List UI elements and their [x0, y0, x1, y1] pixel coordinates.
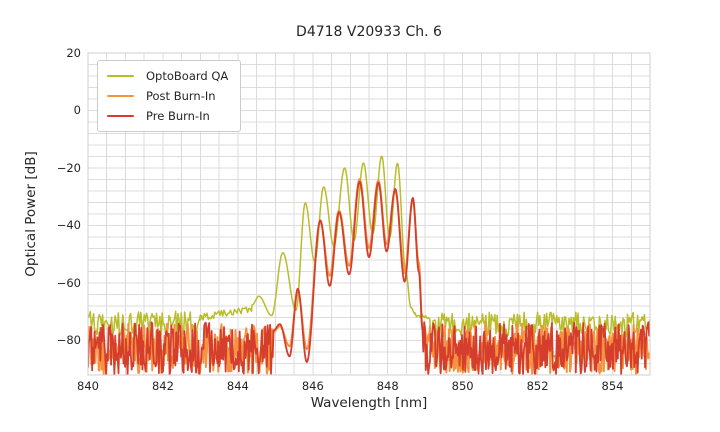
legend-label: Post Burn-In [146, 89, 216, 103]
x-tick-label: 850 [451, 379, 474, 393]
y-tick-label: 0 [73, 103, 81, 117]
x-tick-label: 842 [151, 379, 174, 393]
y-tick-label: −80 [56, 333, 81, 347]
legend-entry: Post Burn-In [107, 86, 228, 106]
series-line-pre-burn-in [88, 180, 650, 375]
y-tick-label: −40 [56, 218, 81, 232]
y-tick-label: −20 [56, 160, 81, 175]
y-tick-label: 20 [66, 45, 81, 60]
chart-title: D4718 V20933 Ch. 6 [296, 24, 442, 40]
y-tick-label: −60 [56, 275, 81, 290]
x-axis-label: Wavelength [nm] [310, 395, 428, 411]
legend-line-icon [107, 114, 134, 118]
legend-label: OptoBoard QA [146, 69, 229, 83]
legend-line-icon [107, 74, 134, 78]
x-tick-label: 854 [601, 379, 624, 393]
legend-entry: Pre Burn-In [107, 106, 228, 126]
legend-entry: OptoBoard QA [107, 66, 228, 86]
axes-border [87, 52, 651, 376]
x-tick-label: 846 [301, 379, 324, 393]
x-tick-label: 840 [77, 379, 99, 393]
legend-label: Pre Burn-In [146, 109, 210, 123]
x-tick-label: 848 [376, 379, 399, 393]
legend-line-icon [107, 94, 134, 98]
legend: OptoBoard QA Post Burn-In Pre Burn-In [97, 60, 242, 132]
x-tick-label: 852 [526, 379, 549, 393]
x-tick-label: 844 [226, 379, 249, 393]
